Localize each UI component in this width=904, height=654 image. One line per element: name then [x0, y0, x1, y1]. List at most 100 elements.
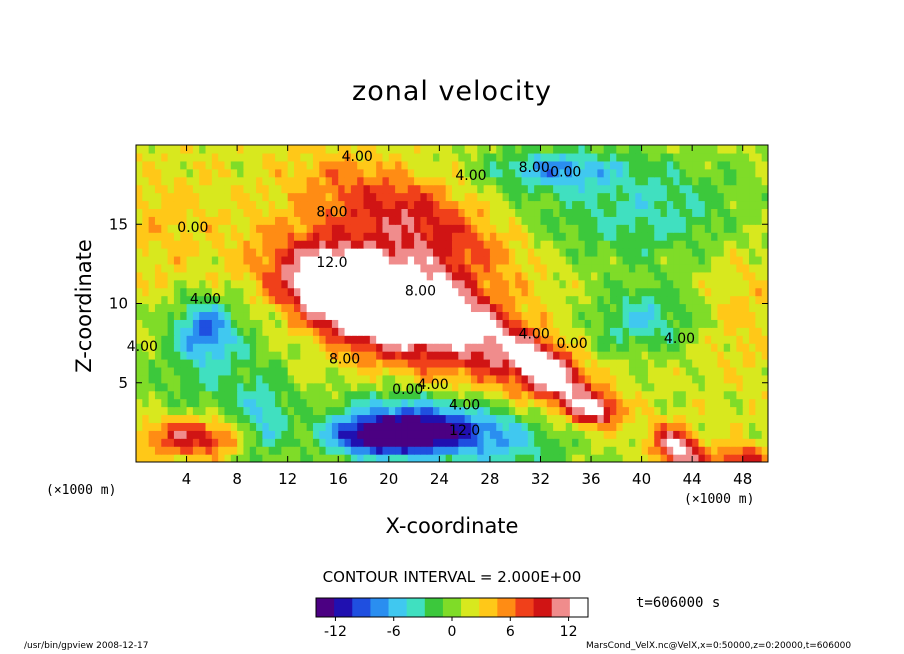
heatmap-cell	[426, 327, 434, 336]
heatmap-cell	[565, 311, 573, 320]
heatmap-cell	[654, 422, 662, 431]
heatmap-cell	[439, 232, 447, 241]
heatmap-cell	[666, 319, 674, 328]
heatmap-cell	[205, 414, 213, 423]
heatmap-cell	[660, 160, 668, 170]
heatmap-cell	[382, 152, 390, 162]
heatmap-cell	[628, 390, 636, 400]
heatmap-cell	[534, 327, 542, 336]
heatmap-cell	[426, 438, 434, 447]
heatmap-cell	[148, 255, 156, 265]
heatmap-cell	[161, 311, 169, 320]
heatmap-cell	[502, 145, 510, 154]
heatmap-cell	[344, 319, 352, 328]
heatmap-cell	[692, 200, 700, 210]
heatmap-cell	[616, 255, 624, 265]
heatmap-cell	[268, 303, 276, 313]
heatmap-cell	[401, 335, 409, 344]
heatmap-cell	[306, 248, 314, 257]
heatmap-cell	[546, 311, 554, 320]
heatmap-cell	[508, 152, 516, 162]
heatmap-cell	[237, 382, 245, 392]
heatmap-cell	[477, 366, 485, 376]
heatmap-cell	[704, 168, 712, 178]
heatmap-cell	[584, 303, 592, 313]
heatmap-cell	[230, 446, 238, 455]
heatmap-cell	[666, 335, 674, 344]
heatmap-cell	[306, 208, 314, 217]
heatmap-cell	[325, 176, 333, 186]
heatmap-cell	[325, 208, 333, 217]
heatmap-cell	[572, 248, 579, 257]
heatmap-cell	[325, 248, 333, 257]
heatmap-cell	[319, 374, 327, 384]
heatmap-cell	[464, 184, 472, 194]
heatmap-cell	[224, 327, 232, 336]
heatmap-cell	[521, 248, 529, 257]
heatmap-cell	[508, 335, 516, 344]
heatmap-cell	[300, 255, 308, 265]
heatmap-cell	[445, 184, 453, 194]
heatmap-cell	[180, 176, 188, 186]
heatmap-cell	[256, 248, 263, 257]
heatmap-cell	[211, 303, 219, 313]
heatmap-cell	[761, 327, 768, 336]
heatmap-cell	[376, 454, 384, 462]
heatmap-cell	[287, 454, 295, 462]
heatmap-cell	[300, 438, 308, 447]
heatmap-cell	[154, 160, 162, 170]
heatmap-cell	[452, 176, 459, 186]
heatmap-cell	[591, 446, 598, 455]
heatmap-cell	[660, 192, 668, 202]
heatmap-cell	[660, 271, 668, 281]
heatmap-cell	[673, 351, 681, 360]
heatmap-cell	[205, 335, 213, 344]
heatmap-cell	[275, 240, 282, 249]
heatmap-cell	[407, 287, 415, 297]
heatmap-cell	[180, 398, 188, 408]
heatmap-cell	[382, 454, 390, 462]
heatmap-cell	[685, 398, 693, 408]
heatmap-cell	[610, 438, 617, 447]
heatmap-cell	[268, 271, 276, 281]
heatmap-cell	[692, 414, 700, 423]
heatmap-cell	[205, 208, 213, 217]
heatmap-cell	[641, 200, 649, 210]
heatmap-cell	[755, 145, 763, 154]
heatmap-cell	[268, 279, 276, 289]
heatmap-cell	[717, 327, 725, 336]
heatmap-cell	[692, 224, 700, 233]
heatmap-cell	[414, 406, 421, 416]
heatmap-cell	[508, 192, 516, 202]
heatmap-cell	[742, 446, 750, 455]
heatmap-cell	[698, 224, 706, 233]
heatmap-cell	[420, 176, 428, 186]
heatmap-cell	[420, 366, 428, 376]
heatmap-cell	[256, 438, 263, 447]
heatmap-cell	[186, 398, 194, 408]
heatmap-cell	[294, 279, 301, 289]
heatmap-cell	[199, 168, 207, 178]
heatmap-cell	[736, 351, 744, 360]
heatmap-cell	[325, 414, 333, 423]
heatmap-cell	[616, 192, 624, 202]
heatmap-cell	[363, 406, 371, 416]
heatmap-cell	[243, 208, 251, 217]
heatmap-cell	[755, 192, 763, 202]
heatmap-cell	[154, 414, 162, 423]
heatmap-cell	[376, 398, 384, 408]
heatmap-cell	[294, 152, 301, 162]
heatmap-cell	[452, 414, 459, 423]
heatmap-cell	[755, 216, 763, 225]
heatmap-cell	[319, 279, 327, 289]
heatmap-cell	[224, 216, 232, 225]
heatmap-cell	[496, 240, 504, 249]
heatmap-cell	[350, 374, 358, 384]
heatmap-cell	[515, 200, 523, 210]
heatmap-cell	[647, 406, 655, 416]
heatmap-cell	[338, 248, 346, 257]
heatmap-cell	[407, 335, 415, 344]
heatmap-cell	[325, 240, 333, 249]
heatmap-cell	[692, 406, 700, 416]
heatmap-cell	[464, 145, 472, 154]
